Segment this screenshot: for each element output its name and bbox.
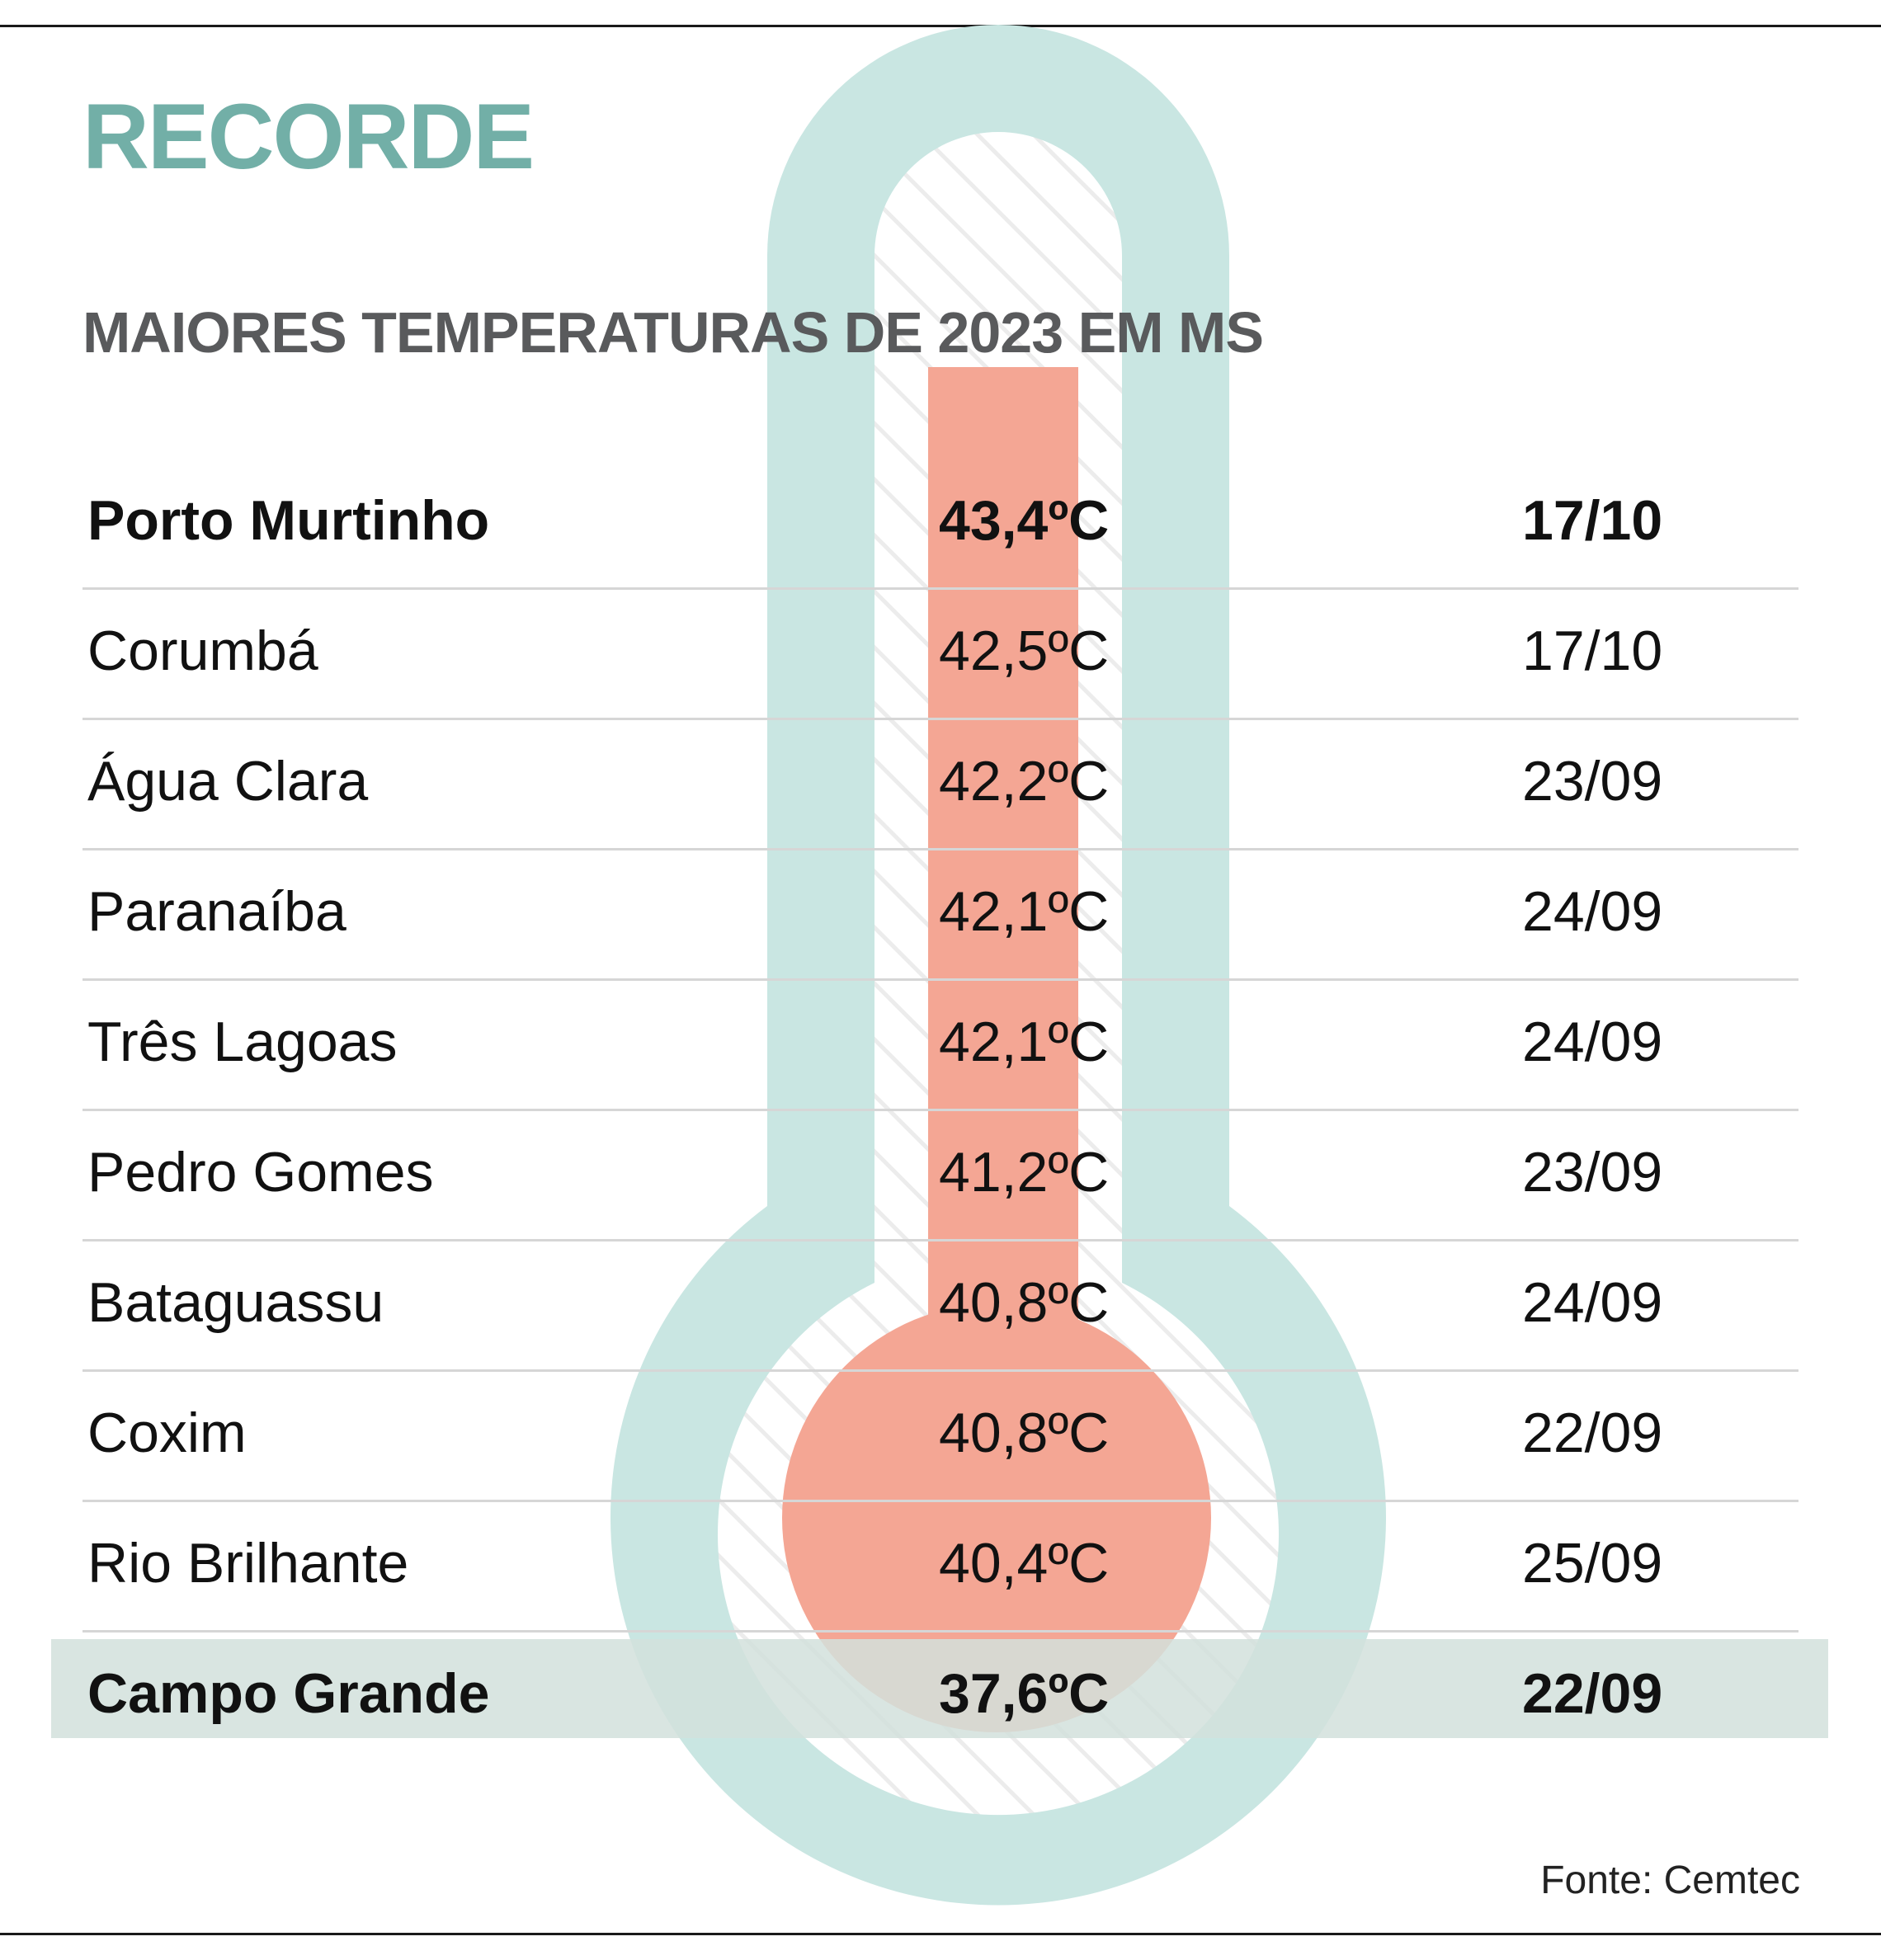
temperature-value: 40,8ºC <box>939 1402 1110 1464</box>
record-date: 24/09 <box>1522 1011 1663 1073</box>
temperature-value: 42,1ºC <box>939 880 1110 943</box>
city-name: Três Lagoas <box>87 1011 398 1073</box>
highlight-band <box>51 1639 1828 1738</box>
row-separator <box>82 718 1798 720</box>
record-date: 22/09 <box>1522 1662 1663 1725</box>
temperature-value: 41,2ºC <box>939 1141 1110 1204</box>
row-separator <box>82 1369 1798 1372</box>
city-name: Corumbá <box>87 620 318 682</box>
temperature-value: 42,2ºC <box>939 750 1110 813</box>
table-row: Porto Murtinho 43,4ºC 17/10 <box>82 459 1798 590</box>
city-name: Porto Murtinho <box>87 489 490 552</box>
table-row: Corumbá 42,5ºC 17/10 <box>82 590 1798 720</box>
temperature-value: 42,5ºC <box>939 620 1110 682</box>
source-credit: Fonte: Cemtec <box>1540 1859 1800 1902</box>
city-name: Rio Brilhante <box>87 1532 409 1595</box>
record-date: 24/09 <box>1522 880 1663 943</box>
bottom-rule <box>0 1933 1881 1935</box>
record-date: 25/09 <box>1522 1532 1663 1595</box>
city-name: Campo Grande <box>87 1662 490 1725</box>
city-name: Coxim <box>87 1402 247 1464</box>
temperature-value: 42,1ºC <box>939 1011 1110 1073</box>
table-row: Pedro Gomes 41,2ºC 23/09 <box>82 1111 1798 1241</box>
row-separator <box>82 587 1798 590</box>
record-date: 23/09 <box>1522 750 1663 813</box>
record-date: 17/10 <box>1522 620 1663 682</box>
top-rule <box>0 25 1881 27</box>
temperature-value: 40,4ºC <box>939 1532 1110 1595</box>
temperature-value: 40,8ºC <box>939 1271 1110 1334</box>
temperature-value: 43,4ºC <box>939 489 1110 552</box>
record-date: 23/09 <box>1522 1141 1663 1204</box>
table-row: Bataguassu 40,8ºC 24/09 <box>82 1241 1798 1372</box>
table-row: Campo Grande 37,6ºC 22/09 <box>51 1633 1828 1763</box>
page-title: RECORDE <box>82 85 535 188</box>
table-row: Três Lagoas 42,1ºC 24/09 <box>82 981 1798 1111</box>
row-separator <box>82 1630 1798 1633</box>
row-separator <box>82 978 1798 981</box>
city-name: Paranaíba <box>87 880 346 943</box>
row-separator <box>82 848 1798 850</box>
table-row: Rio Brilhante 40,4ºC 25/09 <box>82 1502 1798 1633</box>
table-row: Coxim 40,8ºC 22/09 <box>82 1372 1798 1502</box>
record-date: 17/10 <box>1522 489 1663 552</box>
thermometer-mercury-bulb <box>782 1303 1211 1732</box>
table-row: Água Clara 42,2ºC 23/09 <box>82 720 1798 850</box>
record-date: 22/09 <box>1522 1402 1663 1464</box>
city-name: Bataguassu <box>87 1271 384 1334</box>
temperature-value: 37,6ºC <box>939 1662 1110 1725</box>
row-separator <box>82 1500 1798 1502</box>
row-separator <box>82 1109 1798 1111</box>
city-name: Pedro Gomes <box>87 1141 434 1204</box>
thermometer-mercury-column <box>928 367 1078 1373</box>
page-subtitle: MAIORES TEMPERATURAS DE 2023 EM MS <box>82 300 1264 365</box>
city-name: Água Clara <box>87 750 369 813</box>
row-separator <box>82 1239 1798 1241</box>
table-row: Paranaíba 42,1ºC 24/09 <box>82 850 1798 981</box>
record-date: 24/09 <box>1522 1271 1663 1334</box>
